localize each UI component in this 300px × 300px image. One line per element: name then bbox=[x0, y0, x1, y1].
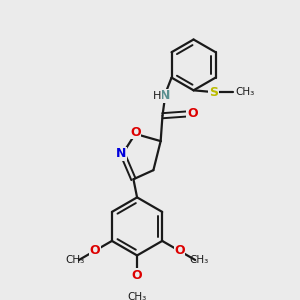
Text: CH₃: CH₃ bbox=[66, 255, 85, 265]
Text: N: N bbox=[116, 147, 126, 160]
Text: N: N bbox=[160, 89, 170, 102]
Text: H: H bbox=[153, 91, 161, 101]
Text: CH₃: CH₃ bbox=[128, 292, 147, 300]
Text: O: O bbox=[89, 244, 100, 257]
Text: S: S bbox=[209, 85, 218, 99]
Text: O: O bbox=[132, 269, 142, 282]
Text: O: O bbox=[174, 244, 185, 257]
Text: O: O bbox=[187, 107, 198, 120]
Text: O: O bbox=[130, 125, 141, 139]
Text: CH₃: CH₃ bbox=[189, 255, 208, 265]
Text: CH₃: CH₃ bbox=[235, 87, 254, 97]
